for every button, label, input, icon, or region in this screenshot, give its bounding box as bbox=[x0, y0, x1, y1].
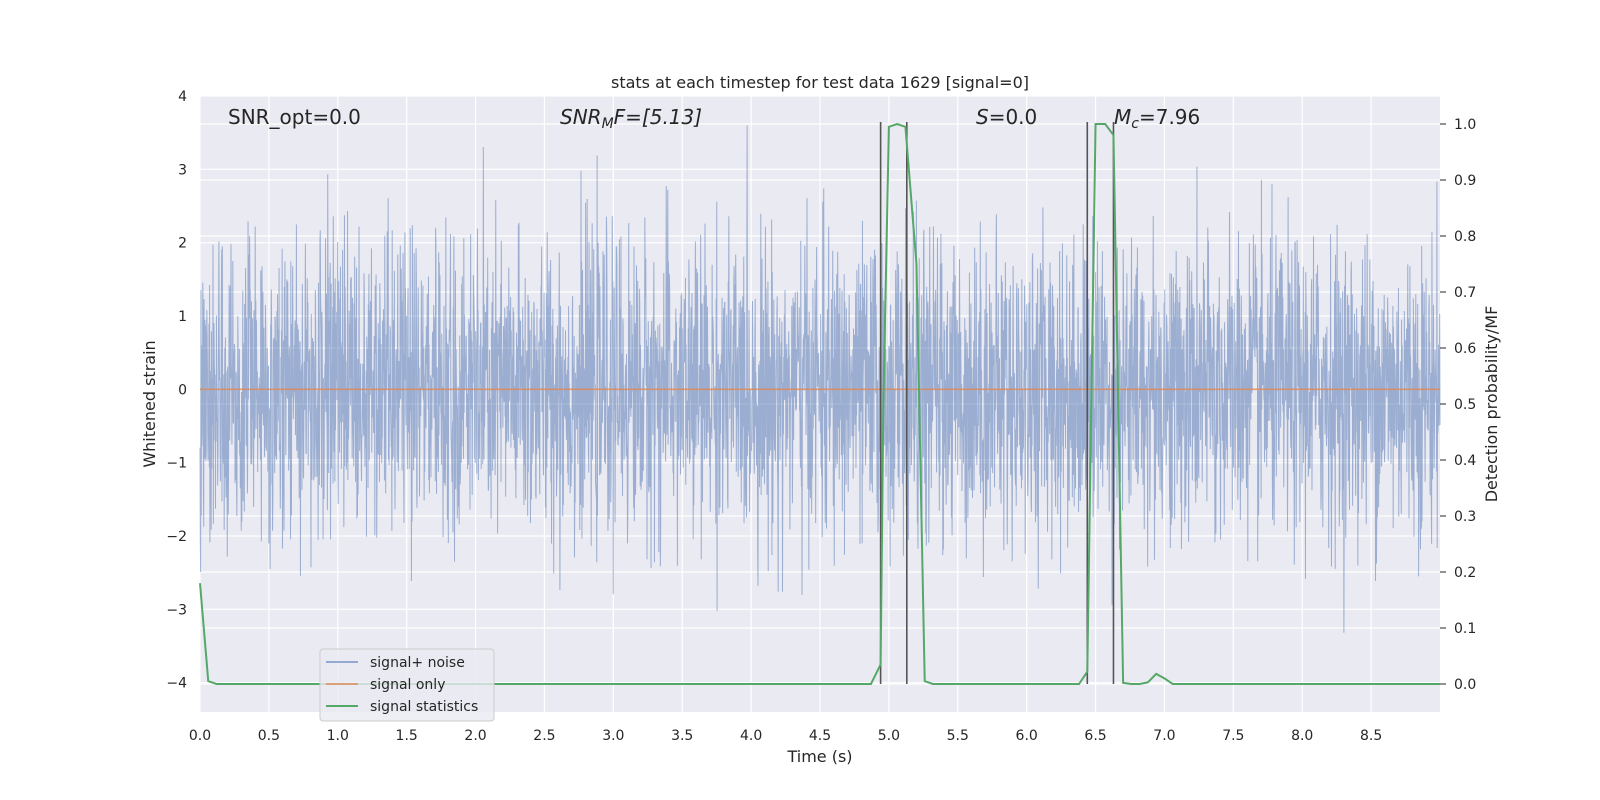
y2-tick-label: 0.2 bbox=[1454, 565, 1476, 581]
x-tick-label: 7.0 bbox=[1153, 728, 1175, 744]
annotation-snr-mf-sub: M bbox=[602, 116, 614, 132]
annotation-snr-mf-base: SNR bbox=[560, 105, 602, 129]
y2-axis-label: Detection probability/MF bbox=[1482, 306, 1501, 503]
y2-tick-label: 0.5 bbox=[1454, 397, 1476, 413]
x-tick-label: 4.5 bbox=[809, 728, 831, 744]
y-tick-label: 3 bbox=[178, 162, 187, 178]
annotation-s-rest: =0.0 bbox=[989, 105, 1038, 129]
annotation-snr-mf: SNRMF=[5.13] bbox=[560, 105, 702, 132]
legend-label-signal-only: signal only bbox=[370, 677, 445, 693]
annotation-mc: Mc=7.96 bbox=[1114, 105, 1200, 132]
y2-tick-label: 0.8 bbox=[1454, 229, 1476, 245]
x-tick-label: 5.5 bbox=[947, 728, 969, 744]
y2-ticks: 0.0 0.1 0.2 0.3 0.4 0.5 0.6 0.7 0.8 0.9 1.0 bbox=[1440, 117, 1476, 693]
x-tick-label: 6.0 bbox=[1016, 728, 1038, 744]
y-tick-label: −4 bbox=[166, 676, 187, 692]
y2-tick-label: 0.3 bbox=[1454, 509, 1476, 525]
chart-title: stats at each timestep for test data 162… bbox=[611, 73, 1029, 92]
x-tick-label: 6.5 bbox=[1084, 728, 1106, 744]
y-tick-label: 1 bbox=[178, 309, 187, 325]
signal-noise-series bbox=[199, 125, 1441, 633]
x-tick-label: 5.0 bbox=[878, 728, 900, 744]
y-ticks: −4 −3 −2 −1 0 1 2 3 4 bbox=[166, 89, 187, 692]
x-tick-label: 4.0 bbox=[740, 728, 762, 744]
x-tick-label: 1.5 bbox=[396, 728, 418, 744]
y2-tick-label: 0.4 bbox=[1454, 453, 1476, 469]
y2-tick-label: 1.0 bbox=[1454, 117, 1476, 133]
annotation-snr-opt: SNR_opt=0.0 bbox=[228, 105, 361, 129]
annotation-s: S=0.0 bbox=[976, 105, 1037, 129]
legend: signal+ noise signal only signal statist… bbox=[319, 648, 495, 722]
y2-tick-label: 0.1 bbox=[1454, 621, 1476, 637]
y2-tick-label: 0.9 bbox=[1454, 173, 1476, 189]
y2-tick-label: 0.7 bbox=[1454, 285, 1476, 301]
x-tick-label: 8.5 bbox=[1360, 728, 1382, 744]
x-axis-label: Time (s) bbox=[786, 747, 852, 766]
x-tick-label: 7.5 bbox=[1222, 728, 1244, 744]
legend-label-signal-statistics: signal statistics bbox=[370, 699, 478, 715]
x-tick-label: 8.0 bbox=[1291, 728, 1313, 744]
x-tick-label: 3.0 bbox=[602, 728, 624, 744]
vertical-markers bbox=[879, 122, 1115, 684]
x-tick-label: 3.5 bbox=[671, 728, 693, 744]
y-tick-label: −1 bbox=[166, 456, 187, 472]
annotation-mc-sub: c bbox=[1131, 116, 1139, 132]
x-tick-label: 0.5 bbox=[258, 728, 280, 744]
x-tick-label: 2.5 bbox=[533, 728, 555, 744]
y-tick-label: −2 bbox=[166, 529, 187, 545]
x-ticks: 0.0 0.5 1.0 1.5 2.0 2.5 3.0 3.5 4.0 4.5 5.0 5.5 6.0 6… bbox=[189, 728, 1382, 744]
y-tick-label: 2 bbox=[178, 236, 187, 252]
x-tick-label: 0.0 bbox=[189, 728, 211, 744]
annotation-s-italic: S bbox=[976, 105, 989, 129]
signal-noise-line bbox=[199, 125, 1441, 633]
y2-tick-label: 0.6 bbox=[1454, 341, 1476, 357]
y-tick-label: 4 bbox=[178, 89, 187, 105]
y-tick-label: 0 bbox=[178, 382, 187, 398]
x-tick-label: 2.0 bbox=[464, 728, 486, 744]
annotation-mc-base: M bbox=[1114, 105, 1131, 129]
annotation-snr-mf-rest: F=[5.13] bbox=[614, 105, 702, 129]
annotation-mc-rest: =7.96 bbox=[1139, 105, 1200, 129]
y-axis-label: Whitened strain bbox=[140, 340, 159, 467]
legend-box bbox=[319, 648, 495, 722]
x-tick-label: 1.0 bbox=[327, 728, 349, 744]
y2-tick-label: 0.0 bbox=[1454, 677, 1476, 693]
legend-label-signal-noise: signal+ noise bbox=[370, 655, 465, 671]
y-tick-label: −3 bbox=[166, 602, 187, 618]
